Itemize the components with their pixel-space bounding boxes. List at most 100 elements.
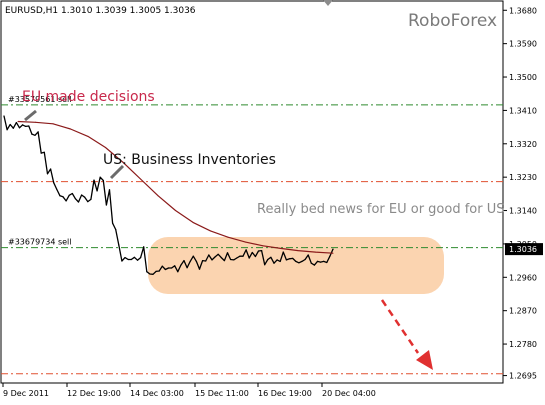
price-point <box>90 198 92 200</box>
price-point <box>158 270 160 272</box>
moving-average-point <box>227 236 229 238</box>
price-point <box>65 200 67 202</box>
price-point <box>77 201 80 203</box>
price-point <box>186 267 188 269</box>
price-point <box>313 264 315 266</box>
y-tick-label: 1.3140 <box>509 207 537 216</box>
price-point <box>217 253 219 255</box>
price-point <box>273 262 275 264</box>
us-pointer-line <box>109 164 125 180</box>
price-point <box>211 259 213 261</box>
price-point <box>3 115 5 117</box>
watermark: RoboForex <box>408 11 497 31</box>
price-point <box>81 194 83 196</box>
price-point <box>53 182 55 184</box>
price-point <box>292 257 294 259</box>
price-point <box>248 257 250 259</box>
price-point <box>68 194 70 196</box>
price-point <box>130 258 132 261</box>
price-point <box>115 228 117 231</box>
moving-average-point <box>245 241 246 243</box>
moving-average-point <box>297 250 299 252</box>
price-point <box>177 271 179 273</box>
price-point <box>230 258 232 261</box>
y-tick-label: 1.2780 <box>509 340 537 349</box>
price-point <box>174 265 176 267</box>
price-point <box>267 258 269 261</box>
price-point <box>152 273 154 275</box>
price-point <box>202 260 204 262</box>
price-point <box>15 122 17 124</box>
price-point <box>133 256 135 258</box>
price-point <box>198 268 201 270</box>
moving-average-point <box>70 128 71 130</box>
moving-average-point <box>52 123 54 125</box>
moving-average-point <box>35 121 36 123</box>
y-tick-label: 1.3410 <box>509 106 537 115</box>
plot-frame <box>0 0 504 384</box>
level-label: #33679734 sell <box>8 238 72 247</box>
price-point <box>304 258 306 261</box>
price-point <box>192 255 194 257</box>
price-point <box>136 259 139 261</box>
eu-pointer-line <box>24 109 37 122</box>
price-point <box>332 248 334 250</box>
price-point <box>208 254 210 256</box>
price-point <box>37 131 39 133</box>
price-point <box>124 257 126 259</box>
price-point <box>34 134 36 136</box>
moving-average-point <box>332 252 334 254</box>
moving-average-point <box>87 135 89 137</box>
moving-average-point <box>175 210 176 211</box>
price-point <box>43 151 45 153</box>
price-point <box>121 260 123 262</box>
y-tick-label: 1.2870 <box>509 307 537 316</box>
axis-layer: 1.3680 1.3590 1.3500 1.3410 1.3320 1.3230 1.31… <box>2 6 543 398</box>
arrow-layer <box>380 299 433 370</box>
price-point <box>307 254 309 256</box>
series-layer <box>3 115 334 275</box>
price-point <box>46 173 49 175</box>
price-point <box>102 179 104 182</box>
moving-average-point <box>105 147 106 148</box>
y-tick-label: 1.3320 <box>509 140 537 149</box>
price-point <box>171 267 173 269</box>
scroll-marker-icon <box>323 0 333 6</box>
price-point <box>257 250 260 252</box>
price-point <box>164 268 166 271</box>
moving-average-point <box>262 245 264 247</box>
price-point <box>84 196 86 198</box>
moving-average-point <box>17 121 19 122</box>
moving-average-point <box>157 195 159 197</box>
price-point <box>220 257 222 259</box>
moving-average-point <box>122 161 124 163</box>
price-point <box>56 188 58 190</box>
price-point <box>285 259 287 261</box>
price-point <box>189 260 191 262</box>
price-point <box>323 260 325 262</box>
price-point <box>316 260 319 262</box>
levels-layer: #33579561 sell #33679734 sell <box>1 95 503 375</box>
price-point <box>155 270 157 272</box>
price-point <box>236 257 238 259</box>
y-tick-label: 1.3590 <box>509 40 537 49</box>
price-point <box>40 152 42 154</box>
price-point <box>310 262 312 264</box>
price-point <box>276 259 278 261</box>
price-point <box>298 262 300 264</box>
price-point <box>254 255 256 258</box>
price-point <box>31 133 33 135</box>
current-price-label: 1.3036 <box>509 245 537 254</box>
x-tick-label: 16 Dec 19:00 <box>258 389 312 398</box>
price-point <box>149 273 151 275</box>
price-point <box>112 222 114 224</box>
price-point <box>270 256 272 258</box>
y-tick-label: 1.3230 <box>509 173 537 182</box>
x-tick-label: 14 Dec 03:00 <box>130 389 184 398</box>
price-point <box>6 129 8 131</box>
price-point <box>239 255 241 257</box>
price-point <box>180 264 182 266</box>
price-point <box>28 125 30 127</box>
price-point <box>18 127 21 129</box>
